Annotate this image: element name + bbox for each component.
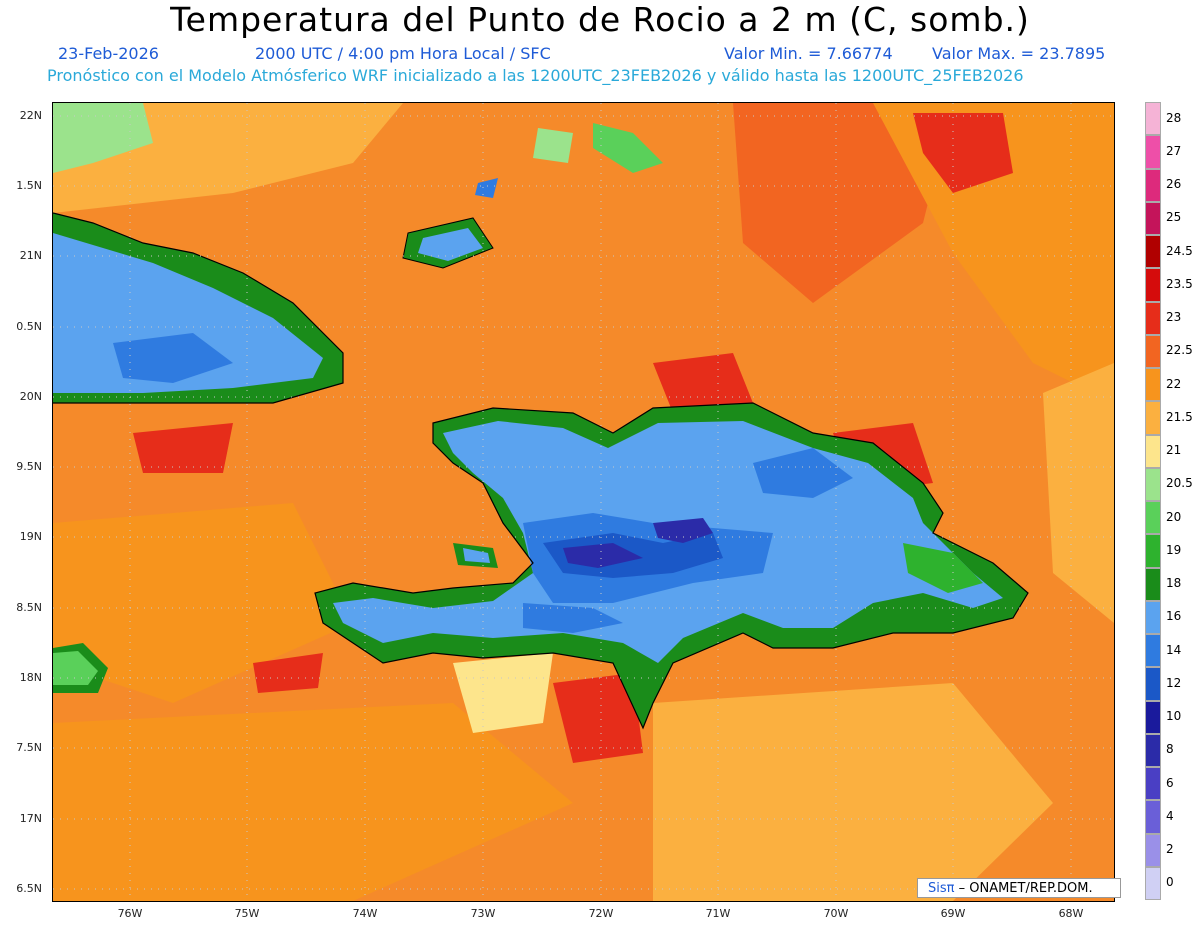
forecast-date: 23-Feb-2026 <box>58 44 159 63</box>
lon-label: 73W <box>470 907 496 920</box>
colorbar-label: 10 <box>1166 709 1182 724</box>
colorbar-swatch <box>1145 168 1161 202</box>
lat-label: 17N <box>19 812 42 825</box>
colorbar-swatch <box>1145 567 1161 601</box>
colorbar-swatch <box>1145 833 1161 867</box>
lat-label: 18N <box>19 671 42 684</box>
colorbar-label: 16 <box>1166 609 1182 624</box>
colorbar-label: 25 <box>1166 210 1182 225</box>
brand-prefix: Sis <box>928 881 947 896</box>
colorbar-label: 20.5 <box>1166 476 1193 491</box>
map-canvas <box>53 103 1114 901</box>
credit-box: Sisπ – ONAMET/REP.DOM. <box>917 878 1121 898</box>
lat-label: 19N <box>19 530 42 543</box>
colorbar-label: 8 <box>1166 742 1174 757</box>
colorbar-swatch <box>1145 401 1161 435</box>
lon-label: 70W <box>823 907 849 920</box>
colorbar-label: 24.5 <box>1166 243 1193 258</box>
colorbar-swatch <box>1145 102 1161 136</box>
lon-label: 76W <box>117 907 143 920</box>
min-value: Valor Min. = 7.66774 <box>724 44 893 63</box>
lon-label: 69W <box>940 907 966 920</box>
colorbar-swatch <box>1145 667 1161 701</box>
colorbar-swatch <box>1145 334 1161 368</box>
colorbar-swatch <box>1145 700 1161 734</box>
colorbar-label: 23.5 <box>1166 276 1193 291</box>
colorbar-label: 4 <box>1166 808 1174 823</box>
colorbar-label: 28 <box>1166 110 1182 125</box>
colorbar-label: 0 <box>1166 875 1174 890</box>
colorbar-swatch <box>1145 866 1161 900</box>
lon-label: 74W <box>352 907 378 920</box>
colorbar <box>1145 102 1161 900</box>
colorbar-swatch <box>1145 268 1161 302</box>
colorbar-label: 19 <box>1166 542 1182 557</box>
lat-label: 22N <box>19 109 42 122</box>
pi-icon: π <box>946 881 955 896</box>
colorbar-swatch <box>1145 368 1161 402</box>
colorbar-label: 26 <box>1166 177 1182 192</box>
colorbar-swatch <box>1145 301 1161 335</box>
lon-label: 68W <box>1058 907 1084 920</box>
lat-label: 21N <box>19 249 42 262</box>
colorbar-swatch <box>1145 600 1161 634</box>
colorbar-swatch <box>1145 501 1161 535</box>
colorbar-label: 23 <box>1166 310 1182 325</box>
colorbar-label: 12 <box>1166 675 1182 690</box>
colorbar-swatch <box>1145 135 1161 169</box>
chart-title: Temperatura del Punto de Rocio a 2 m (C,… <box>170 0 1030 39</box>
max-value: Valor Max. = 23.7895 <box>932 44 1106 63</box>
lat-label: 0.5N <box>16 320 42 333</box>
colorbar-label: 22.5 <box>1166 343 1193 358</box>
lat-label: 20N <box>19 390 42 403</box>
lat-label: 8.5N <box>16 601 42 614</box>
colorbar-label: 27 <box>1166 143 1182 158</box>
lat-label: 1.5N <box>16 179 42 192</box>
colorbar-swatch <box>1145 733 1161 767</box>
colorbar-label: 21.5 <box>1166 409 1193 424</box>
colorbar-label: 20 <box>1166 509 1182 524</box>
lon-label: 71W <box>705 907 731 920</box>
colorbar-swatch <box>1145 800 1161 834</box>
lat-label: 9.5N <box>16 460 42 473</box>
colorbar-swatch <box>1145 767 1161 801</box>
colorbar-label: 2 <box>1166 842 1174 857</box>
colorbar-swatch <box>1145 201 1161 235</box>
lon-label: 75W <box>234 907 260 920</box>
lat-label: 7.5N <box>16 741 42 754</box>
colorbar-label: 21 <box>1166 443 1182 458</box>
dewpoint-map <box>52 102 1115 902</box>
colorbar-label: 22 <box>1166 376 1182 391</box>
colorbar-label: 6 <box>1166 775 1174 790</box>
lon-label: 72W <box>588 907 614 920</box>
colorbar-swatch <box>1145 235 1161 269</box>
credit-text: – ONAMET/REP.DOM. <box>958 881 1093 896</box>
model-info: Pronóstico con el Modelo Atmósferico WRF… <box>47 66 1024 85</box>
colorbar-swatch <box>1145 467 1161 501</box>
colorbar-swatch <box>1145 634 1161 668</box>
colorbar-label: 14 <box>1166 642 1182 657</box>
colorbar-label: 18 <box>1166 576 1182 591</box>
colorbar-swatch <box>1145 434 1161 468</box>
colorbar-swatch <box>1145 534 1161 568</box>
forecast-time: 2000 UTC / 4:00 pm Hora Local / SFC <box>255 44 551 63</box>
lat-label: 6.5N <box>16 882 42 895</box>
